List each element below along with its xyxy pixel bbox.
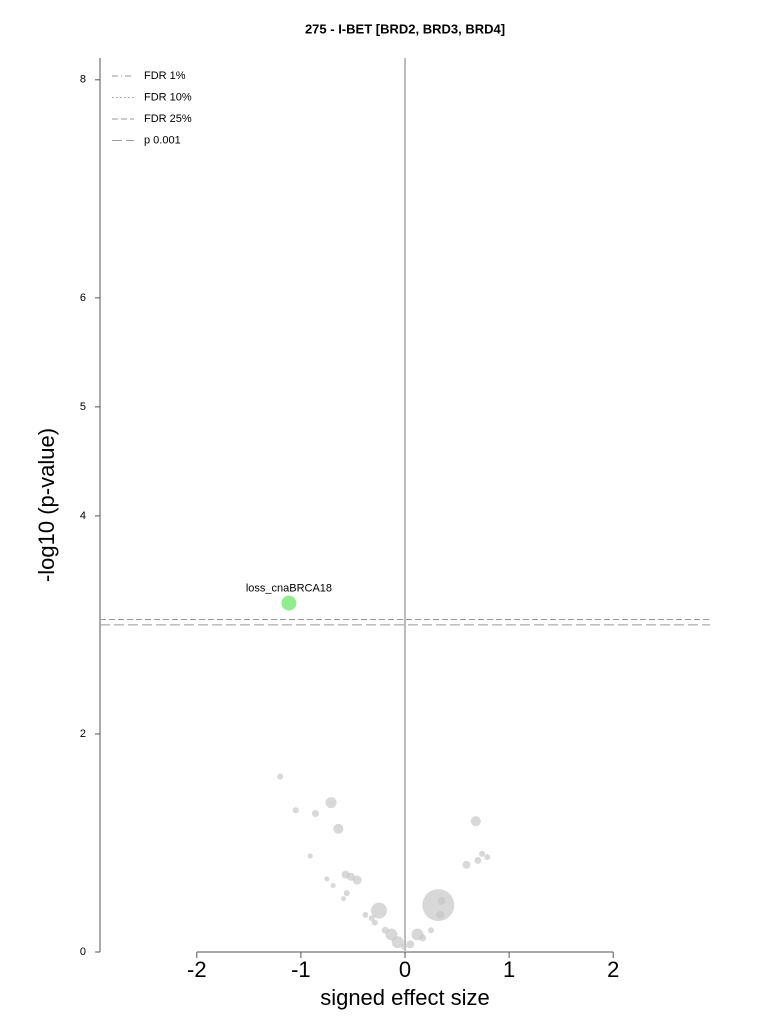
y-tick-label: 5 [80, 401, 86, 413]
point [330, 882, 336, 888]
point [324, 876, 330, 882]
legend-label: FDR 1% [144, 70, 186, 82]
point [362, 911, 369, 918]
point [325, 797, 337, 809]
y-tick-label: 6 [80, 292, 86, 304]
point [281, 595, 297, 611]
x-axis-label: signed effect size [320, 985, 490, 1010]
x-tick-label: 0 [399, 957, 411, 982]
y-tick-label: 0 [80, 946, 86, 958]
point [484, 854, 491, 861]
point [419, 934, 427, 942]
point [474, 856, 482, 864]
point-label: loss_cnaBRCA18 [246, 582, 332, 594]
point [391, 936, 404, 949]
point [307, 853, 313, 859]
point [343, 890, 350, 897]
point [371, 919, 378, 926]
point [422, 889, 455, 922]
point [406, 940, 415, 949]
point [311, 810, 319, 818]
point [437, 896, 446, 905]
x-tick-label: -2 [187, 957, 207, 982]
point [400, 943, 407, 950]
point [479, 850, 486, 857]
point [462, 860, 471, 869]
chart-title: 275 - I-BET [BRD2, BRD3, BRD4] [305, 21, 505, 36]
y-tick-label: 2 [80, 728, 86, 740]
y-axis-label: -log10 (p-value) [34, 428, 59, 582]
legend-label: p 0.001 [144, 134, 181, 146]
point [292, 807, 299, 814]
point [352, 875, 362, 885]
point [341, 896, 347, 902]
legend-label: FDR 25% [144, 113, 192, 125]
point [277, 773, 284, 780]
x-tick-label: -1 [291, 957, 311, 982]
point [436, 910, 445, 919]
y-tick-label: 4 [80, 510, 86, 522]
x-tick-label: 2 [607, 957, 619, 982]
point [470, 816, 481, 827]
point [333, 823, 344, 834]
point [368, 915, 375, 922]
legend-label: FDR 10% [144, 91, 192, 103]
y-tick-label: 8 [80, 74, 86, 86]
point [370, 902, 387, 919]
x-tick-label: 1 [503, 957, 515, 982]
point [428, 927, 435, 934]
